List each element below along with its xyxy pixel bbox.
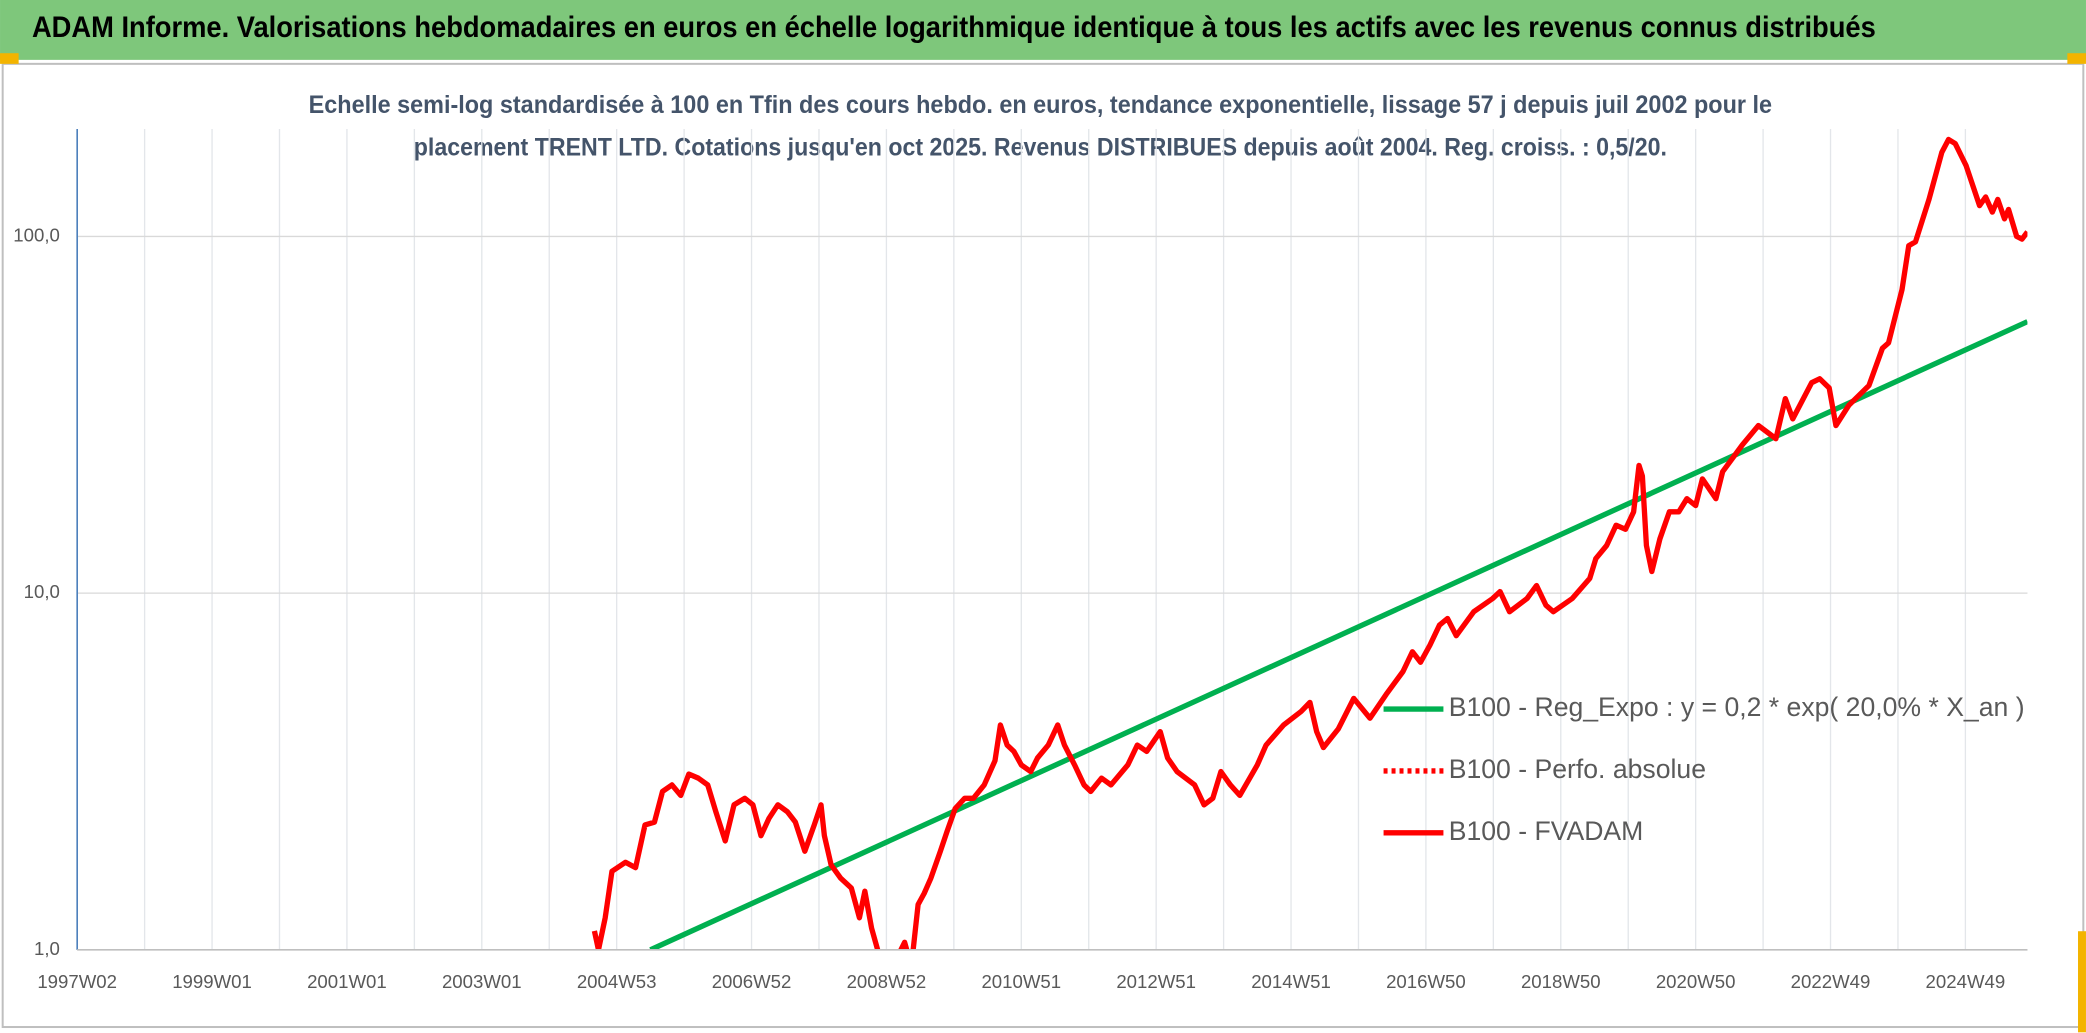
x-tick-label: 2006W52 bbox=[712, 971, 792, 992]
plot-area bbox=[591, 136, 2028, 950]
x-tick-label: 2016W50 bbox=[1386, 971, 1466, 992]
x-tick-label: 2022W49 bbox=[1791, 971, 1871, 992]
y-tick-label: 1,0 bbox=[34, 938, 60, 959]
corner-mark bbox=[2077, 931, 2086, 1033]
x-tick-label: 2012W51 bbox=[1116, 971, 1196, 992]
chart-subtitle: placement TRENT LTD. Cotations jusqu'en … bbox=[414, 134, 1667, 162]
x-tick-label: 2004W53 bbox=[577, 971, 657, 992]
grid bbox=[76, 129, 2028, 951]
series-line bbox=[649, 319, 2028, 950]
chart-frame bbox=[1, 62, 2085, 1029]
x-tick-label: 2020W50 bbox=[1656, 971, 1736, 992]
x-tick-label: 2018W50 bbox=[1521, 971, 1601, 992]
corner-mark bbox=[2067, 53, 2086, 64]
series-line bbox=[591, 136, 2028, 950]
legend-label: B100 - Reg_Expo : y = 0,2 * exp( 20,0% *… bbox=[1449, 692, 2025, 722]
x-tick-label: 1999W01 bbox=[172, 971, 252, 992]
x-tick-label: 2010W51 bbox=[981, 971, 1061, 992]
chart-subtitle: Echelle semi-log standardisée à 100 en T… bbox=[309, 91, 1772, 119]
x-tick-label: 1997W02 bbox=[37, 971, 117, 992]
legend-label: B100 - Perfo. absolue bbox=[1449, 754, 1706, 784]
axes-and-legend: 1997W02 1999W01 2001W01 2003W01 2004W53 2006W… bbox=[13, 129, 2028, 992]
page-title: ADAM Informe. Valorisations hebdomadaire… bbox=[32, 12, 1876, 44]
legend-label: B100 - FVADAM bbox=[1449, 816, 1644, 846]
x-tick-label: 2003W01 bbox=[442, 971, 522, 992]
x-tick-label: 2014W51 bbox=[1251, 971, 1331, 992]
corner-mark bbox=[0, 53, 19, 64]
x-tick-label: 2001W01 bbox=[307, 971, 387, 992]
y-tick-label: 100,0 bbox=[13, 224, 60, 245]
x-tick-label: 2024W49 bbox=[1926, 971, 2006, 992]
x-tick-label: 2008W52 bbox=[847, 971, 927, 992]
y-tick-label: 10,0 bbox=[24, 581, 60, 602]
header-bar bbox=[0, 0, 2086, 60]
